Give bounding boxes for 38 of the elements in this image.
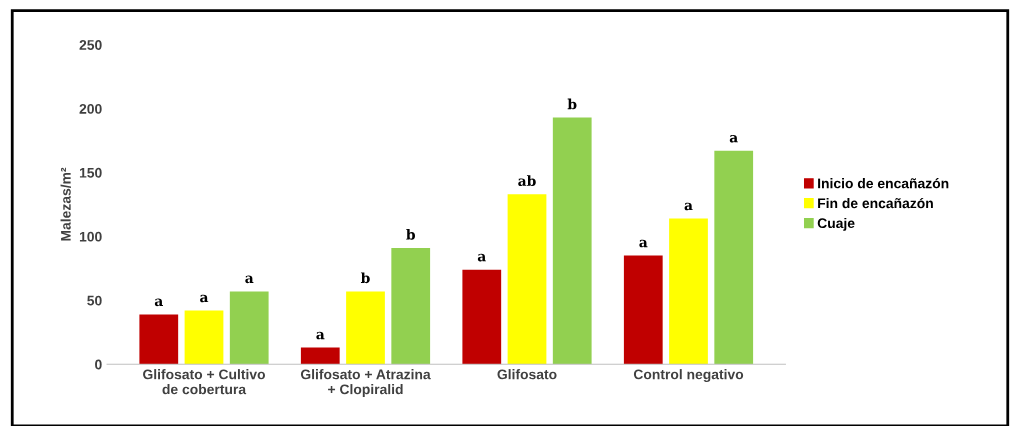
bar <box>623 255 663 365</box>
data-label: a <box>200 294 209 303</box>
data-label: a <box>639 239 648 248</box>
y-tick-label: 50 <box>87 295 102 306</box>
bar <box>507 194 547 365</box>
bar <box>139 314 179 365</box>
data-label: a <box>729 134 738 143</box>
x-tick-label: Glifosato + Atrazina + Clopiralid <box>300 369 431 397</box>
data-label: b <box>567 98 577 110</box>
bar <box>669 218 708 365</box>
bar <box>552 117 592 365</box>
bar <box>346 291 385 365</box>
bar <box>184 310 224 365</box>
data-label: b <box>406 228 416 240</box>
y-axis-title: Malezas/m² <box>60 167 71 241</box>
data-label: a <box>684 202 693 211</box>
y-tick-label: 250 <box>79 40 102 50</box>
y-tick-label: 100 <box>79 231 102 242</box>
data-label: b <box>360 272 370 284</box>
x-tick-label: Control negativo <box>633 369 744 383</box>
bar <box>391 247 431 365</box>
x-tick-label: Glifosato <box>497 369 557 380</box>
y-tick-label: 0 <box>95 359 102 370</box>
data-label: a <box>154 298 163 307</box>
bar <box>714 150 754 365</box>
data-label: ab <box>518 175 536 187</box>
bar <box>229 291 269 365</box>
bar <box>462 269 502 365</box>
x-tick-label: Glifosato + Cultivo de cobertura <box>143 369 265 395</box>
bar <box>300 347 340 365</box>
data-label: a <box>477 253 486 262</box>
y-tick-label: 200 <box>79 103 102 114</box>
legend-label: Inicio de encañazón <box>818 177 949 189</box>
data-label: a <box>316 331 325 340</box>
y-tick-label: 150 <box>79 167 102 178</box>
legend-label: Cuaje <box>817 217 855 231</box>
data-label: a <box>245 275 254 284</box>
legend-label: Fin de encañazón <box>818 197 933 209</box>
